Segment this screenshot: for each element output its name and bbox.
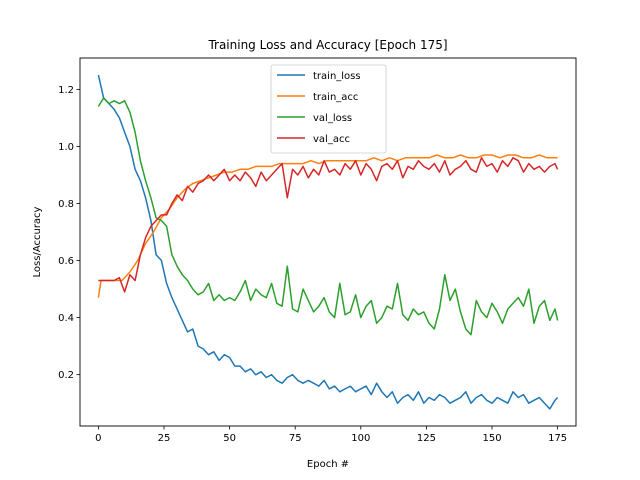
y-tick-label: 0.6 [58,256,74,267]
y-tick-label: 0.2 [58,370,74,381]
series-line-train-loss [97,74,559,410]
series-line-val-acc [98,157,559,293]
legend-label-val-loss: val_loss [313,113,352,124]
legend-label-train-acc: train_acc [313,92,358,103]
legend-box [270,64,387,154]
x-tick-label: 125 [417,433,436,444]
legend-label-train-loss: train_loss [313,71,361,82]
series-line-val-loss [97,97,559,336]
x-axis-title: Epoch # [307,459,349,470]
x-tick-label: 150 [482,433,501,444]
legend-label-val-acc: val_acc [313,134,350,145]
y-tick-label: 1.2 [58,85,74,96]
x-tick-label: 0 [95,433,101,444]
chart-title: Training Loss and Accuracy [Epoch 175] [207,38,447,52]
x-tick-label: 75 [289,433,302,444]
y-tick-label: 0.8 [58,199,74,210]
x-axis: 0 25 50 75 100 125 150 175 [95,426,567,444]
y-tick-label: 1.0 [58,142,74,153]
x-tick-label: 175 [548,433,567,444]
y-axis-title: Loss/Accuracy [32,206,43,277]
x-tick-label: 25 [158,433,171,444]
plot-frame [79,57,577,427]
x-tick-label: 100 [351,433,370,444]
legend: train_loss train_acc val_loss val_acc [270,64,387,154]
x-tick-label: 50 [223,433,236,444]
y-tick-label: 0.4 [58,313,74,324]
y-axis: 0.2 0.4 0.6 0.8 1.0 1.2 [58,85,80,381]
series-layer [97,74,559,410]
